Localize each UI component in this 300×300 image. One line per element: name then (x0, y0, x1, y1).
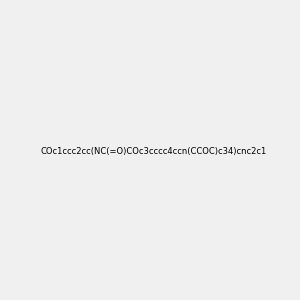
Text: COc1ccc2cc(NC(=O)COc3cccc4ccn(CCOC)c34)cnc2c1: COc1ccc2cc(NC(=O)COc3cccc4ccn(CCOC)c34)c… (40, 147, 267, 156)
